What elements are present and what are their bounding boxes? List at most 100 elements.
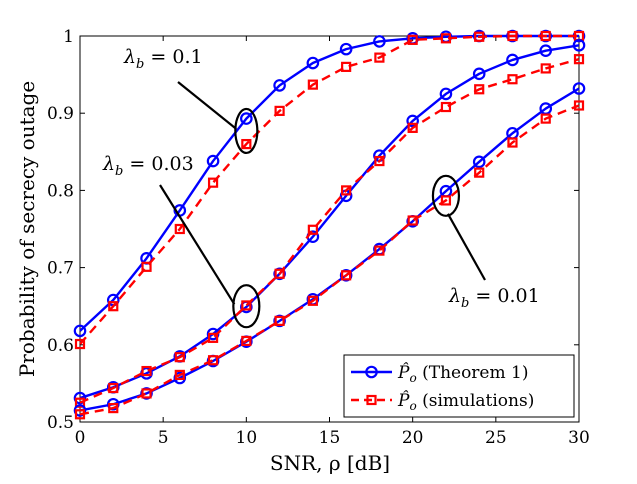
data-point: [174, 369, 185, 381]
data-point: [572, 38, 586, 52]
annotation-ellipse: [234, 107, 259, 155]
data-point: [173, 371, 187, 385]
data-point: [273, 314, 286, 328]
y-tick-label: 0.5: [47, 413, 74, 433]
legend-label: P̂o (Theorem 1): [397, 363, 528, 385]
data-point: [339, 42, 353, 56]
x-tick-label: 10: [236, 428, 258, 448]
legend-symbol: P̂: [397, 391, 410, 411]
data-point: [108, 301, 119, 312]
data-point: [506, 29, 519, 43]
series-5: [74, 100, 585, 420]
data-point: [73, 404, 87, 417]
data-point: [273, 79, 286, 92]
data-point: [407, 122, 418, 133]
x-tick-label: 15: [319, 428, 341, 448]
data-point: [108, 403, 119, 414]
data-point: [206, 154, 220, 168]
series-3: [74, 54, 585, 408]
annotation-label: λb = 0.01: [448, 285, 540, 311]
data-point: [141, 388, 152, 399]
data-point: [472, 67, 486, 81]
data-point: [274, 315, 285, 326]
series-layer: [73, 29, 586, 420]
data-point: [406, 114, 419, 128]
data-point: [474, 84, 485, 95]
legend: P̂o (Theorem 1) P̂o (simulations): [343, 354, 575, 418]
data-point: [374, 245, 385, 256]
data-point: [439, 87, 453, 101]
annotation-ellipse: [232, 284, 261, 329]
data-point: [539, 44, 553, 57]
annotation-pointer: [177, 81, 238, 130]
lambda-symbol: λ: [448, 285, 461, 307]
annotation-pointer: [446, 213, 486, 281]
data-point: [474, 167, 485, 178]
data-point: [339, 269, 353, 282]
data-point: [440, 101, 452, 113]
data-point: [207, 177, 219, 188]
y-axis-label: Probability of secrecy outage: [15, 81, 39, 377]
annotation-value: = 0.1: [144, 46, 202, 68]
lambda-subscript: b: [115, 164, 123, 179]
legend-marker: [365, 365, 378, 379]
x-tick-label: 30: [568, 428, 590, 448]
series-line: [79, 44, 580, 400]
annotation-value: = 0.01: [469, 285, 539, 307]
annotation-label: λb = 0.1: [123, 46, 203, 72]
series-1: [74, 30, 585, 350]
data-point: [174, 223, 185, 235]
legend-box: [343, 354, 575, 418]
data-point: [274, 268, 285, 279]
legend-marker: [366, 394, 377, 406]
data-point: [241, 335, 252, 347]
data-point: [174, 352, 185, 363]
data-point: [106, 397, 120, 411]
data-point: [241, 300, 252, 311]
data-point: [274, 105, 285, 116]
data-point: [273, 267, 286, 281]
x-tick-label: 20: [402, 428, 424, 448]
x-tick-label: 5: [158, 428, 169, 448]
series-2: [73, 38, 586, 405]
data-point: [374, 52, 385, 63]
y-tick-label: 0.6: [47, 336, 74, 356]
annotation-label: λb = 0.03: [102, 153, 194, 179]
data-point: [440, 33, 452, 44]
data-point: [341, 185, 352, 196]
data-point: [307, 79, 318, 90]
legend-subscript: o: [409, 371, 416, 385]
data-point: [73, 324, 87, 338]
x-axis-label: SNR, ρ [dB]: [270, 451, 390, 475]
x-tick-label: 25: [485, 428, 507, 448]
legend-symbol: P̂: [397, 363, 410, 383]
data-point: [141, 261, 152, 272]
data-point: [506, 53, 519, 67]
data-point: [207, 355, 219, 366]
x-tick-label: 0: [75, 428, 86, 448]
axis-ticks: 0 5 10 15 20 25 30 0.5 0.6 0.7 0.8 0.9 1: [47, 27, 590, 448]
data-point: [307, 224, 318, 235]
annotation-value: = 0.03: [123, 153, 193, 175]
annotation-ellipse: [431, 174, 461, 217]
data-point: [507, 74, 518, 85]
legend-subscript: o: [409, 399, 416, 413]
data-point: [108, 382, 119, 394]
data-point: [341, 270, 352, 281]
data-point: [474, 31, 485, 42]
data-point: [140, 387, 153, 400]
data-point: [74, 397, 86, 408]
data-point: [407, 215, 418, 226]
data-point: [440, 195, 452, 206]
legend-label: P̂o (simulations): [397, 391, 534, 413]
data-point: [472, 155, 486, 169]
y-tick-label: 1: [63, 27, 74, 47]
data-point: [341, 61, 352, 72]
data-point: [74, 338, 86, 350]
lambda-subscript: b: [461, 296, 469, 311]
data-point: [407, 34, 418, 45]
data-point: [573, 100, 585, 111]
y-tick-label: 0.8: [47, 181, 74, 201]
lambda-subscript: b: [136, 57, 144, 72]
